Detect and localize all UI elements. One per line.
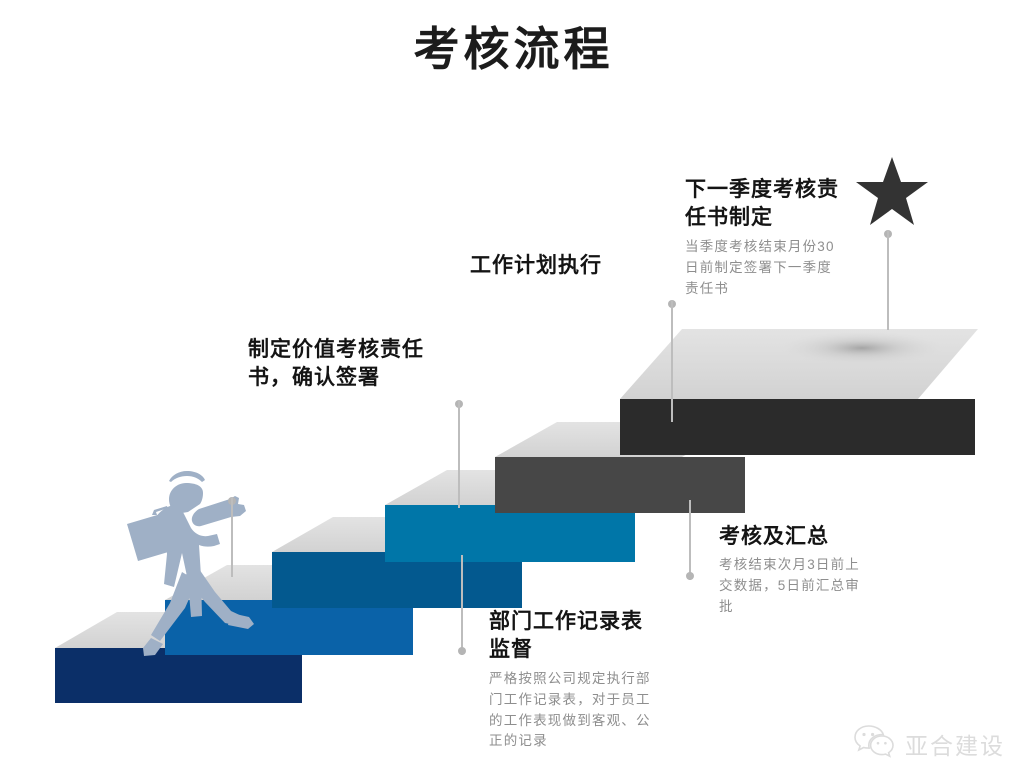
label-stage3-heading: 工作计划执行 (470, 254, 602, 277)
label-stage2-heading: 部门工作记录表监督 (489, 610, 643, 662)
label-stage4-heading: 考核及汇总 (719, 525, 829, 548)
label-stage5-body: 当季度考核结束月份30日前制定签署下一季度责任书 (685, 238, 835, 296)
connector-line (671, 300, 673, 422)
label-stage4-body: 考核结束次月3日前上交数据，5日前汇总审批 (719, 557, 861, 615)
connector-dot (686, 572, 694, 580)
connector-line (458, 400, 460, 508)
label-stage4: 考核及汇总 考核结束次月3日前上交数据，5日前汇总审批 (719, 523, 874, 618)
label-stage2: 部门工作记录表监督 严格按照公司规定执行部门工作记录表，对于员工的工作表现做到客… (489, 608, 657, 752)
connector-line (231, 497, 233, 577)
step-6 (620, 329, 978, 455)
connector-line (887, 230, 889, 330)
businessman-climbing-icon (127, 471, 254, 656)
connector-dot (458, 647, 466, 655)
connector-stage1 (228, 497, 236, 577)
page-title: 考核流程 (413, 23, 614, 75)
label-stage5: 下一季度考核责任书制定 当季度考核结束月份30日前制定签署下一季度责任书 (685, 176, 845, 299)
connector-stage4 (686, 500, 694, 580)
connector-star (884, 230, 892, 330)
watermark-text: 亚合建设 (905, 732, 1005, 759)
label-stage1: 制定价值考核责任书，确认签署 (248, 336, 428, 397)
connector-stage2 (458, 555, 466, 655)
label-stage3: 工作计划执行 (470, 252, 670, 284)
label-stage5-heading: 下一季度考核责任书制定 (685, 178, 839, 230)
star-icon (855, 155, 929, 232)
label-stage2-body: 严格按照公司规定执行部门工作记录表，对于员工的工作表现做到客观、公正的记录 (489, 670, 651, 749)
connector-line (461, 555, 463, 655)
watermark: 亚合建设 (853, 724, 1005, 763)
connector-line (689, 500, 691, 580)
connector-stage5 (668, 300, 676, 422)
wechat-logo-icon (853, 724, 895, 763)
connector-stage3 (455, 400, 463, 508)
label-stage1-heading: 制定价值考核责任书，确认签署 (248, 338, 424, 390)
